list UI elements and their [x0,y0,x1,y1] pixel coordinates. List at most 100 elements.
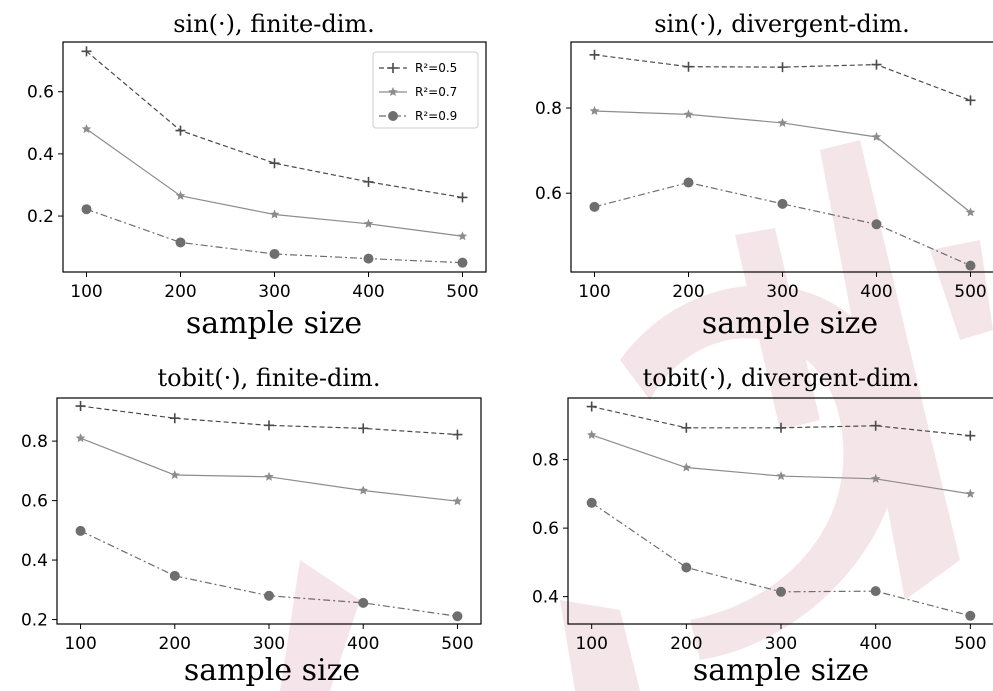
plot-frame [570,41,993,273]
y-tick-label: 0.4 [532,588,559,608]
data-point [75,525,86,536]
chart-panel-3: tobit(·), finite-dim. sample size 100 200 30… [21,364,482,688]
data-point [457,231,468,241]
x-tick-label: 200 [159,634,191,654]
watermark [280,140,993,691]
x-tick-label: 100 [64,634,96,654]
series-line [86,208,463,264]
x-tick-label: 300 [258,282,290,302]
data-point [776,586,786,597]
data-point [870,473,881,483]
series-3 [589,177,976,271]
series-line [80,530,458,617]
y-tick-label: 0.4 [21,551,48,571]
x-tick-label: 500 [954,282,986,302]
series-line [86,50,463,199]
data-point [776,422,786,433]
data-point [452,496,463,506]
x-tick-label: 200 [672,282,704,302]
series-1 [75,401,463,440]
data-point [358,597,369,608]
chart-title: sin(·), finite-dim. [173,10,375,38]
data-point [75,433,86,443]
data-point [169,570,180,581]
legend-entry: R²=0.5 [415,61,457,75]
y-tick-label: 0.6 [535,184,562,204]
x-tick-label: 500 [441,634,473,654]
y-tick-label: 0.6 [21,492,48,512]
data-point [683,177,694,188]
x-tick-label: 400 [860,282,892,302]
series-2 [81,124,468,241]
data-point [175,237,186,248]
y-tick-label: 0.2 [21,611,48,631]
chart-panel-4: tobit(·), divergent-dim. sample size 100 20… [532,364,993,688]
data-point [81,46,92,57]
x-tick-label: 100 [575,634,607,654]
legend-entry: R²=0.9 [415,109,457,123]
chart-panel-1: sin(·), finite-dim. sample size 100 200 300 4… [27,10,487,341]
data-point [777,198,788,209]
data-point [589,106,600,116]
data-point [452,611,463,622]
data-point [586,429,597,440]
data-point [81,124,92,134]
x-tick-label: 300 [253,634,285,654]
data-point [871,219,882,230]
data-point [586,497,597,508]
chart-title: tobit(·), divergent-dim. [643,364,920,392]
x-axis-label: sample size [702,306,878,341]
series-line [594,181,971,267]
x-axis-label: sample size [186,306,362,341]
series-line [594,54,971,101]
data-point [264,420,274,431]
x-tick-label: 100 [578,282,610,302]
series-line [86,128,463,237]
data-point [965,488,976,498]
data-point [358,423,369,434]
data-point [870,586,881,597]
data-point [175,125,186,136]
series-line [591,405,971,437]
series-2 [589,106,976,217]
y-tick-label: 0.8 [532,451,559,471]
data-point [681,462,692,472]
y-tick-label: 0.2 [27,207,54,227]
data-point [871,59,882,70]
data-point [589,201,600,212]
data-point [683,109,694,119]
data-point [269,248,280,259]
data-point [363,218,374,228]
x-tick-label: 200 [670,634,702,654]
data-point [965,95,976,106]
legend: R²=0.5 R²=0.7 R²=0.9 [372,51,479,129]
data-point [269,209,280,219]
y-tick-label: 0.8 [21,432,48,452]
data-point [269,158,280,169]
series-1 [586,401,976,441]
data-point [363,176,374,187]
data-point [777,117,788,127]
data-point [965,430,976,441]
x-axis-label: sample size [693,653,869,688]
x-tick-label: 100 [70,282,102,302]
legend-marker [388,87,398,97]
series-line [80,405,458,436]
data-point [777,62,788,73]
series-line [594,110,971,213]
data-point [170,470,180,480]
data-point [871,131,882,142]
x-tick-label: 400 [859,634,891,654]
x-tick-label: 400 [347,634,379,654]
data-point [457,257,468,268]
x-tick-label: 500 [446,282,478,302]
y-tick-label: 0.4 [27,145,54,165]
y-tick-label: 0.6 [532,519,559,539]
data-point [169,413,180,424]
data-point [175,190,186,200]
y-tick-label: 0.8 [535,99,562,119]
x-tick-label: 300 [766,282,798,302]
data-point [589,49,600,60]
data-point [457,192,468,203]
